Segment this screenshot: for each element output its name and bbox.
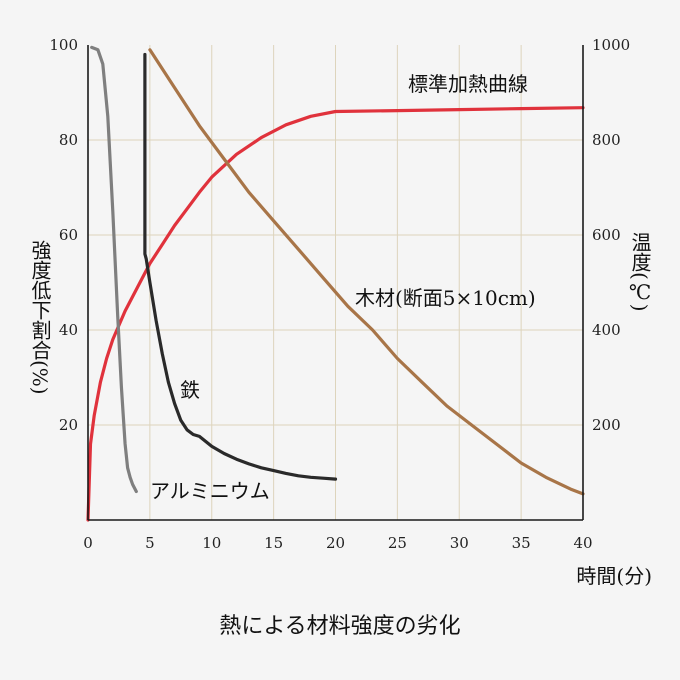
y-axis-right-label: 温度(℃) bbox=[628, 232, 652, 312]
y-right-tick-label: 200 bbox=[592, 416, 621, 434]
y-left-tick-label: 20 bbox=[59, 416, 78, 434]
series-layer bbox=[86, 45, 585, 522]
y-left-tick-label: 60 bbox=[59, 226, 78, 244]
y-right-tick-label: 600 bbox=[592, 226, 621, 244]
series-label-wood: 木材(断面5×10cm) bbox=[355, 286, 536, 310]
y-right-tick-label: 400 bbox=[592, 321, 621, 339]
y-left-tick-label: 40 bbox=[59, 321, 78, 339]
x-tick-label: 35 bbox=[512, 534, 531, 552]
y-left-tick-label: 100 bbox=[49, 36, 78, 54]
x-tick-label: 20 bbox=[326, 534, 345, 552]
axes bbox=[87, 45, 584, 521]
x-tick-label: 10 bbox=[202, 534, 221, 552]
series-line-wood bbox=[148, 48, 585, 496]
series-line-iron bbox=[143, 52, 338, 481]
y-right-tick-label: 1000 bbox=[592, 36, 630, 54]
series-label-aluminum: アルミニウム bbox=[150, 479, 270, 503]
x-tick-label: 30 bbox=[450, 534, 469, 552]
x-tick-label: 40 bbox=[573, 534, 592, 552]
tick-labels: 0 5 10 15 20 25 30 35 40 20 40 60 80 100 200 400 600 800 1… bbox=[49, 36, 630, 552]
series-line-aluminum bbox=[90, 45, 138, 494]
x-tick-label: 5 bbox=[145, 534, 155, 552]
x-tick-label: 0 bbox=[83, 534, 93, 552]
x-tick-label: 25 bbox=[388, 534, 407, 552]
grid bbox=[88, 45, 583, 520]
series-line-standard bbox=[86, 106, 585, 522]
x-axis-label: 時間(分) bbox=[576, 564, 652, 588]
chart-title: 熱による材料強度の劣化 bbox=[219, 614, 460, 639]
series-label-iron: 鉄 bbox=[180, 378, 200, 402]
y-axis-left-label: 強度低下割合(%) bbox=[28, 240, 52, 395]
series-label-standard: 標準加熱曲線 bbox=[408, 72, 528, 96]
y-right-tick-label: 800 bbox=[592, 131, 621, 149]
y-left-tick-label: 80 bbox=[59, 131, 78, 149]
x-tick-label: 15 bbox=[264, 534, 283, 552]
